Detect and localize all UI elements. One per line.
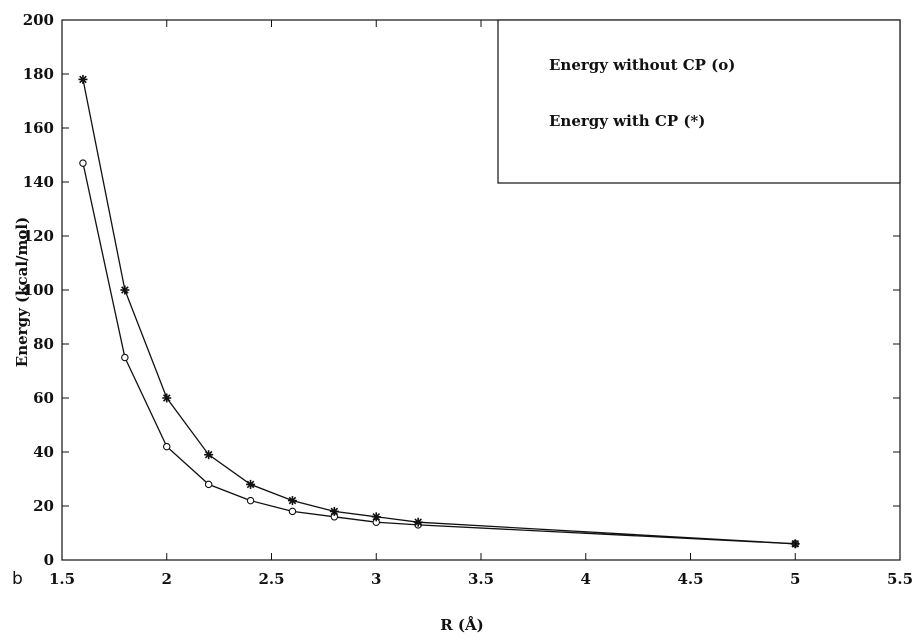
star-stroke bbox=[372, 512, 381, 521]
data-point bbox=[413, 517, 423, 527]
series-line bbox=[82, 162, 796, 545]
x-axis-title: R (Å) bbox=[440, 616, 484, 634]
y-tick-label: 40 bbox=[33, 443, 54, 461]
data-point bbox=[78, 74, 88, 84]
legend-entry: Energy without CP (o) bbox=[549, 56, 735, 74]
data-point bbox=[204, 450, 214, 460]
data-point bbox=[121, 353, 129, 362]
x-tick-label: 5.5 bbox=[887, 570, 913, 588]
star-stroke bbox=[791, 539, 800, 548]
y-tick-label: 0 bbox=[44, 551, 54, 569]
series-layer bbox=[78, 74, 800, 549]
y-axis-title: Energy (kcal/mol) bbox=[13, 217, 31, 367]
panel-label: b bbox=[12, 569, 23, 589]
data-point bbox=[790, 539, 800, 549]
y-tick-label: 180 bbox=[23, 65, 54, 83]
y-tick-label: 100 bbox=[23, 281, 54, 299]
x-tick-label: 3 bbox=[371, 570, 381, 588]
series-1 bbox=[79, 159, 799, 548]
y-axis-ticks: 0 20 40 60 80 100 120 140 160 180 200 bbox=[23, 11, 900, 569]
legend-box bbox=[497, 19, 901, 184]
data-point bbox=[162, 393, 172, 403]
y-tick-label: 200 bbox=[23, 11, 54, 29]
y-tick-label: 160 bbox=[23, 119, 54, 137]
data-point bbox=[163, 442, 171, 451]
x-tick-label: 3.5 bbox=[468, 570, 494, 588]
series-line bbox=[82, 79, 796, 545]
data-point bbox=[371, 512, 381, 522]
legend: Energy without CP (o) Energy with CP (*) bbox=[497, 19, 901, 184]
data-point bbox=[288, 507, 297, 516]
star-stroke bbox=[79, 75, 87, 84]
data-point bbox=[79, 159, 87, 167]
legend-entry: Energy with CP (*) bbox=[549, 112, 705, 130]
star-stroke bbox=[414, 518, 422, 527]
data-point bbox=[287, 496, 297, 506]
x-tick-label: 2.5 bbox=[258, 570, 284, 588]
x-tick-label: 4 bbox=[581, 570, 591, 588]
x-tick-label: 1.5 bbox=[49, 570, 75, 588]
x-tick-label: 5 bbox=[790, 570, 800, 588]
data-point bbox=[246, 479, 256, 489]
y-tick-label: 60 bbox=[33, 389, 54, 407]
data-point bbox=[329, 506, 339, 516]
data-point bbox=[204, 480, 213, 489]
star-stroke bbox=[121, 286, 129, 294]
y-tick-label: 140 bbox=[23, 173, 54, 191]
x-tick-label: 2 bbox=[162, 570, 172, 588]
star-stroke bbox=[330, 507, 339, 516]
star-stroke bbox=[288, 496, 297, 505]
star-stroke bbox=[162, 394, 171, 402]
data-point bbox=[120, 285, 130, 295]
star-stroke bbox=[246, 480, 255, 489]
y-tick-label: 20 bbox=[33, 497, 54, 515]
x-axis-ticks: 1.5 2 2.5 3 3.5 4 4.5 5 5.5 bbox=[49, 20, 913, 588]
star-stroke bbox=[204, 450, 213, 459]
y-tick-label: 120 bbox=[23, 227, 54, 245]
x-tick-label: 4.5 bbox=[677, 570, 703, 588]
series-2 bbox=[78, 74, 800, 549]
data-point bbox=[246, 496, 255, 505]
y-tick-label: 80 bbox=[33, 335, 54, 353]
